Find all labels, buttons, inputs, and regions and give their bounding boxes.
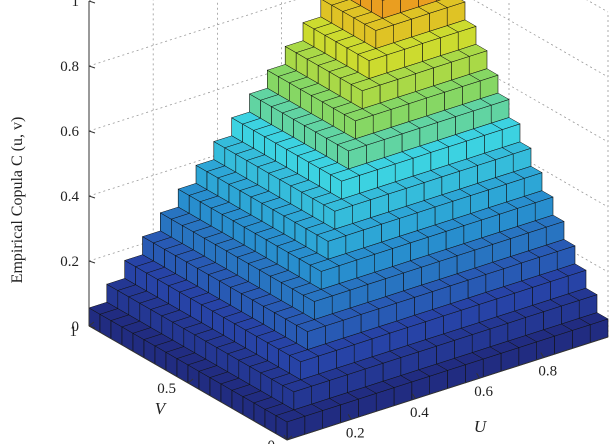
z-axis-label: Empirical Copula C (u, v) — [9, 117, 26, 284]
z-tick — [88, 260, 96, 264]
surface-cell — [357, 48, 388, 61]
y-tick — [187, 378, 194, 384]
z-tick-label: 0 — [72, 319, 80, 335]
x-axis-line — [286, 336, 609, 441]
x-tick-label: 0.2 — [346, 425, 365, 441]
z-tick-label: 0.2 — [60, 254, 79, 270]
y-tick-label: 0.5 — [157, 381, 176, 397]
axes: 00.20.40.60.8100.20.40.60.800.51 — [60, 0, 609, 444]
x-tick-label: 0.4 — [410, 405, 429, 421]
z-tick — [88, 195, 96, 199]
z-tick-label: 0.6 — [60, 124, 79, 140]
x-tick — [411, 393, 416, 400]
x-tick — [347, 414, 352, 420]
x-tick-label: 0.6 — [474, 384, 493, 400]
surface-cell — [302, 289, 333, 302]
surface-cell — [309, 259, 340, 272]
y-axis-label: V — [155, 399, 168, 418]
x-tick — [476, 372, 481, 379]
z-tick — [88, 65, 96, 69]
surface-cell — [350, 78, 381, 91]
surface-cell — [289, 349, 320, 362]
surface-cell — [282, 379, 313, 393]
y-tick — [286, 435, 293, 441]
y-tick-label: 1 — [70, 324, 78, 340]
z-tick — [88, 325, 96, 329]
y-tick — [88, 321, 95, 327]
z-tick-label: 0.4 — [60, 189, 79, 205]
surface-cell — [336, 138, 367, 152]
z-tick-label: 1 — [72, 0, 80, 10]
x-axis-label: U — [474, 417, 488, 436]
surface-plot — [88, 0, 609, 441]
z-tick — [88, 0, 96, 4]
z-tick — [88, 130, 96, 134]
y-tick-label: 0 — [268, 438, 276, 444]
surface-cell — [364, 18, 395, 31]
surface-cell — [295, 319, 326, 332]
surface-cell — [316, 228, 347, 242]
surface-cell — [330, 168, 361, 182]
surface-cell — [343, 108, 374, 122]
surface-cell — [323, 198, 354, 212]
x-tick — [540, 352, 545, 358]
surface-cell — [275, 409, 306, 423]
x-tick — [283, 434, 288, 441]
z-tick-label: 0.8 — [60, 59, 79, 75]
x-tick-label: 0.8 — [538, 364, 557, 380]
